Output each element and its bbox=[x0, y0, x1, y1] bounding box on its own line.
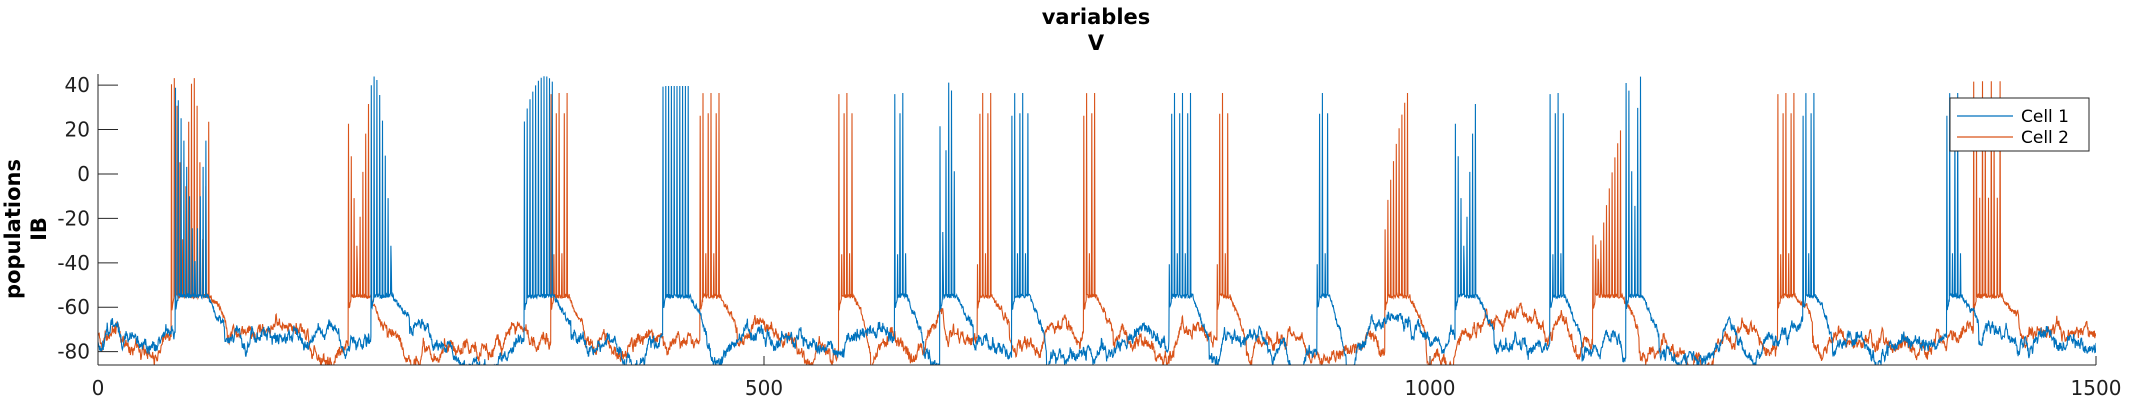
axes: 0 500 1000 1500 40 20 0 -20 -40 -60 -80 bbox=[57, 73, 2121, 400]
series-line-cell-1 bbox=[98, 76, 2096, 365]
y-tick-label--20: -20 bbox=[57, 206, 90, 230]
legend: Cell 1 Cell 2 bbox=[1949, 97, 2090, 152]
legend-label-cell-1: Cell 1 bbox=[2021, 107, 2069, 127]
legend-box bbox=[1949, 97, 2090, 152]
y-tick-label-20: 20 bbox=[65, 118, 90, 142]
y-axis-label-line2: IB bbox=[27, 217, 51, 241]
y-tick-label-0: 0 bbox=[77, 162, 90, 186]
plot-area bbox=[98, 76, 2096, 365]
x-tick-label-500: 500 bbox=[745, 376, 783, 400]
y-tick-label--40: -40 bbox=[57, 251, 90, 275]
chart-title-line1: variables bbox=[1042, 5, 1151, 29]
y-tick-label-40: 40 bbox=[65, 73, 90, 97]
y-tick-label--60: -60 bbox=[57, 295, 90, 319]
series-line-cell-2 bbox=[98, 78, 2096, 365]
legend-label-cell-2: Cell 2 bbox=[2021, 128, 2069, 148]
y-axis-label-line1: populations bbox=[1, 159, 25, 299]
y-tick-label--80: -80 bbox=[57, 340, 90, 364]
x-tick-label-1000: 1000 bbox=[1405, 376, 1456, 400]
chart-title-line2: V bbox=[1088, 31, 1105, 55]
x-tick-label-1500: 1500 bbox=[2071, 376, 2122, 400]
x-tick-label-0: 0 bbox=[92, 376, 105, 400]
